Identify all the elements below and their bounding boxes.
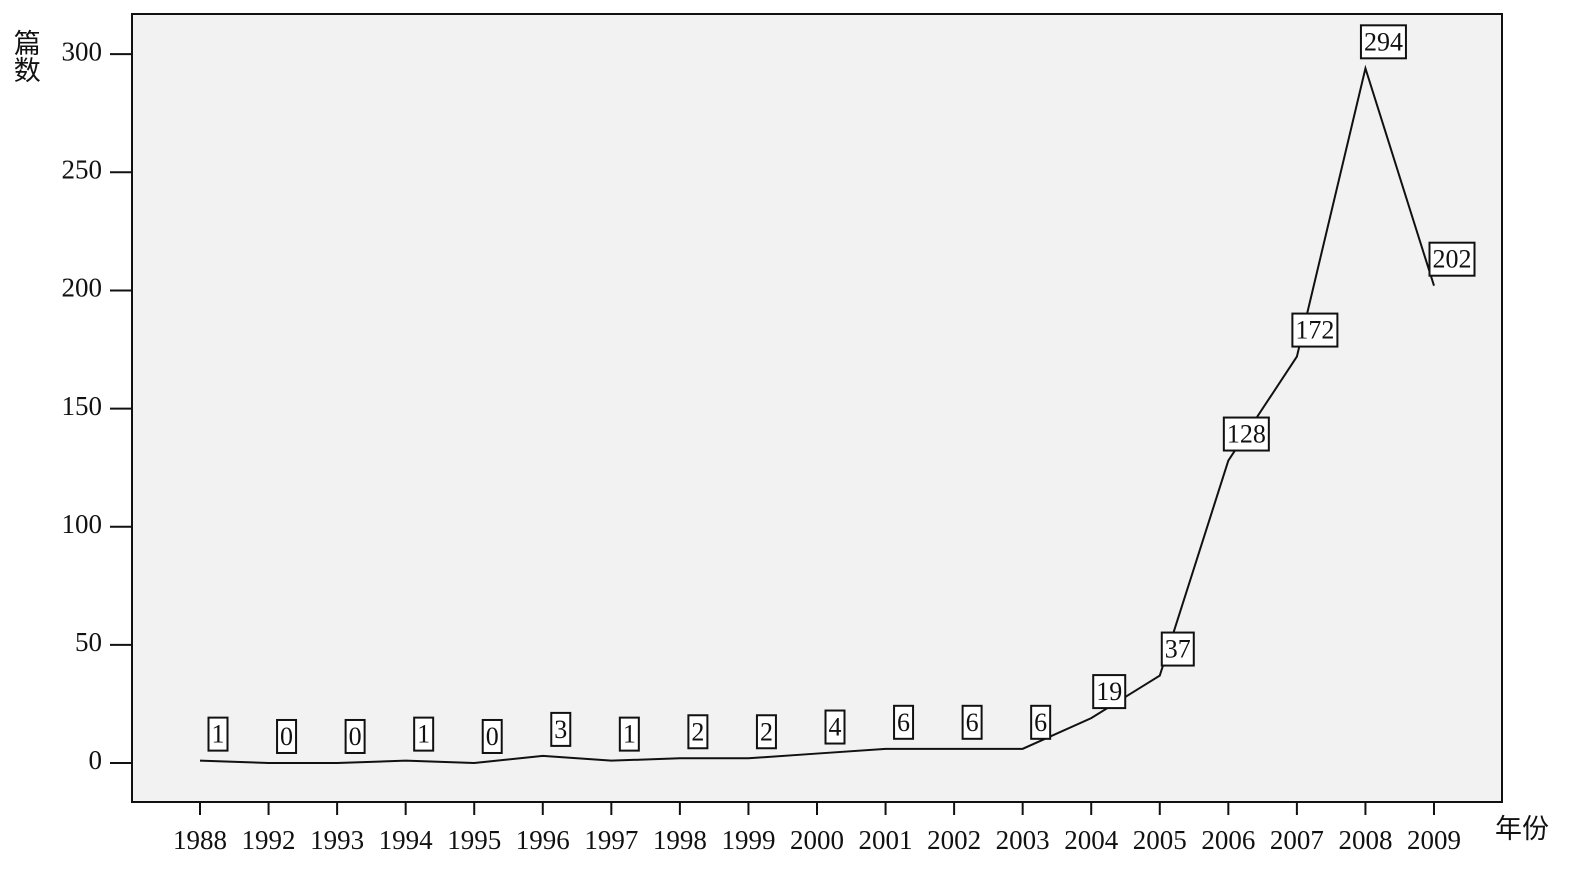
data-label: 0 bbox=[349, 722, 362, 751]
data-label-box bbox=[755, 714, 777, 750]
data-label-group: 19 bbox=[1092, 674, 1127, 710]
data-label-group: 0 bbox=[276, 718, 298, 754]
line bbox=[199, 64, 1435, 765]
plot-area bbox=[131, 13, 1503, 803]
x-tick-label: 1998 bbox=[653, 825, 707, 855]
x-tick-label: 1992 bbox=[242, 825, 296, 855]
data-label-box bbox=[687, 714, 709, 750]
x-tick-label: 2001 bbox=[859, 825, 913, 855]
x-tick-label: 1997 bbox=[584, 825, 638, 855]
data-label: 1 bbox=[212, 720, 225, 749]
y-tick-label: 150 bbox=[62, 391, 103, 421]
y-tick-label: 300 bbox=[62, 36, 103, 66]
x-tick-label: 2006 bbox=[1201, 825, 1255, 855]
x-tick-label: 1993 bbox=[310, 825, 364, 855]
data-label: 1 bbox=[623, 720, 636, 749]
x-tick-label: 2008 bbox=[1338, 825, 1392, 855]
y-tick-label: 200 bbox=[62, 273, 103, 303]
data-label: 3 bbox=[554, 715, 567, 744]
data-label-box bbox=[276, 718, 298, 754]
data-label: 4 bbox=[829, 713, 842, 742]
data-label-group: 37 bbox=[1160, 631, 1195, 667]
data-label-box bbox=[961, 704, 983, 740]
data-label-group: 1 bbox=[207, 716, 229, 752]
x-tick-label: 1996 bbox=[516, 825, 570, 855]
x-tick-label: 2000 bbox=[790, 825, 844, 855]
data-label: 37 bbox=[1165, 635, 1191, 664]
data-label-group: 172 bbox=[1291, 312, 1339, 348]
data-label: 2 bbox=[760, 717, 773, 746]
data-label-group: 2 bbox=[687, 714, 709, 750]
data-label-box bbox=[893, 704, 915, 740]
x-axis-label: 年份 bbox=[1495, 814, 1549, 844]
x-tick-label: 2007 bbox=[1270, 825, 1324, 855]
data-label-box bbox=[344, 718, 366, 754]
x-tick-label: 1988 bbox=[173, 825, 227, 855]
data-label: 0 bbox=[486, 722, 499, 751]
y-tick-label: 100 bbox=[62, 509, 103, 539]
data-label: 128 bbox=[1227, 420, 1266, 449]
y-tick-label: 0 bbox=[89, 745, 103, 775]
data-label: 6 bbox=[1034, 708, 1047, 737]
data-label-box bbox=[550, 711, 572, 747]
data-label-group: 0 bbox=[481, 718, 503, 754]
data-label-box bbox=[1030, 704, 1052, 740]
data-label-group: 6 bbox=[893, 704, 915, 740]
data-label: 19 bbox=[1096, 677, 1122, 706]
data-label-box bbox=[1359, 24, 1407, 60]
data-label: 6 bbox=[966, 708, 979, 737]
y-tick-label: 250 bbox=[62, 155, 103, 185]
x-tick-label: 2009 bbox=[1407, 825, 1461, 855]
data-label-group: 6 bbox=[1030, 704, 1052, 740]
data-label: 294 bbox=[1364, 27, 1403, 56]
y-tick-label: 50 bbox=[75, 627, 102, 657]
data-label-box bbox=[1160, 631, 1195, 667]
x-tick-label: 2002 bbox=[927, 825, 981, 855]
data-label: 0 bbox=[280, 722, 293, 751]
x-tick-label: 2003 bbox=[996, 825, 1050, 855]
data-label-group: 202 bbox=[1428, 241, 1476, 277]
data-label-box bbox=[1092, 674, 1127, 710]
x-tick-label: 2005 bbox=[1133, 825, 1187, 855]
x-tick-label: 1994 bbox=[379, 825, 434, 855]
data-label: 6 bbox=[897, 708, 910, 737]
data-label-group: 294 bbox=[1359, 24, 1407, 60]
data-label-box bbox=[207, 716, 229, 752]
data-label: 172 bbox=[1295, 316, 1334, 345]
data-label-group: 4 bbox=[824, 709, 846, 745]
data-label-box bbox=[413, 716, 435, 752]
data-label-box bbox=[481, 718, 503, 754]
data-label: 2 bbox=[691, 717, 704, 746]
data-label: 202 bbox=[1433, 245, 1472, 274]
data-label-box bbox=[1291, 312, 1339, 348]
data-label-box bbox=[824, 709, 846, 745]
data-label-group: 3 bbox=[550, 711, 572, 747]
y-axis-label: 篇数 bbox=[10, 29, 41, 83]
x-tick-label: 1995 bbox=[447, 825, 501, 855]
data-label-group: 2 bbox=[755, 714, 777, 750]
x-tick-label: 2004 bbox=[1064, 825, 1119, 855]
data-label-group: 128 bbox=[1222, 416, 1270, 452]
data-label-group: 0 bbox=[344, 718, 366, 754]
data-label-box bbox=[1428, 241, 1476, 277]
data-label-box bbox=[618, 716, 640, 752]
data-label-group: 1 bbox=[413, 716, 435, 752]
data-label-box bbox=[1222, 416, 1270, 452]
data-label-group: 6 bbox=[961, 704, 983, 740]
data-label-group: 1 bbox=[618, 716, 640, 752]
x-tick-label: 1999 bbox=[721, 825, 775, 855]
data-label: 1 bbox=[417, 720, 430, 749]
